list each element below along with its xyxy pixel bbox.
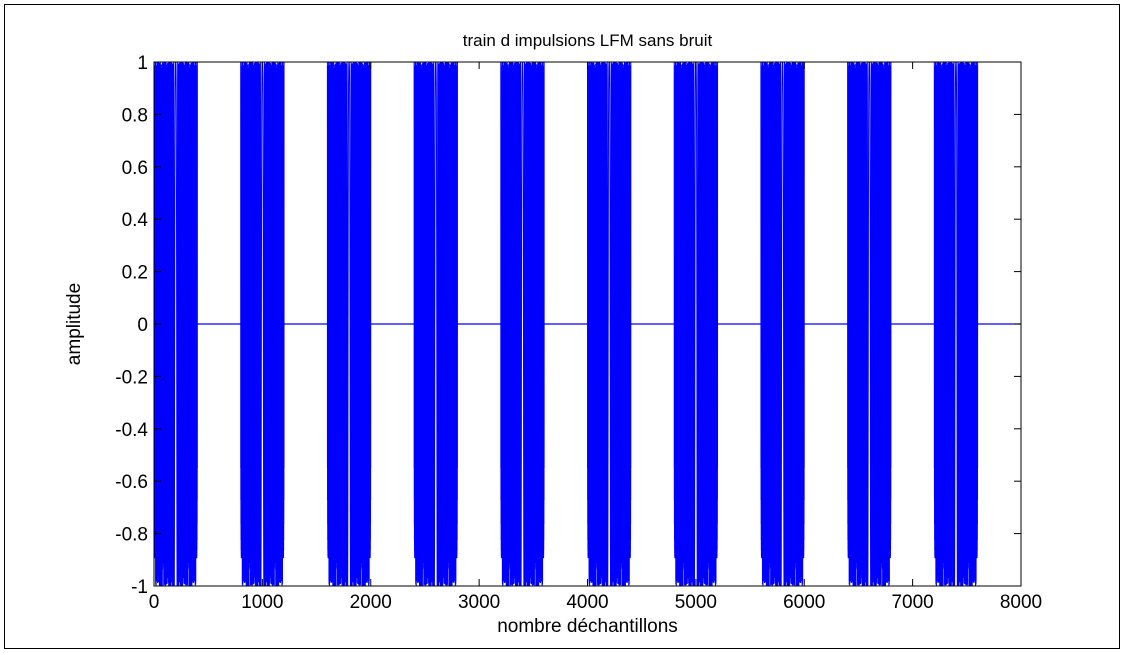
lfm-pulse-trace xyxy=(673,62,719,586)
lfm-pulse xyxy=(933,62,979,586)
lfm-pulse-trace xyxy=(240,62,285,586)
lfm-pulse xyxy=(240,62,285,586)
x-tick-label: 7000 xyxy=(891,592,933,613)
y-axis-title: amplitude xyxy=(64,283,85,365)
lfm-pulse xyxy=(413,62,458,586)
x-axis-title: nombre déchantillons xyxy=(497,616,678,637)
ticks-layer: 0 1000 2000 3000 4000 5000 6000 7000 8000 -1 -0.8 -… xyxy=(115,53,1042,613)
x-tick-label: 2000 xyxy=(350,592,392,613)
y-tick-label: -0.4 xyxy=(115,420,148,441)
y-tick-label: 0.4 xyxy=(122,210,149,231)
y-tick-label: -0.8 xyxy=(115,525,148,546)
lfm-pulse xyxy=(587,62,632,586)
y-tick-label: 0.8 xyxy=(122,105,148,126)
x-tick-label: 4000 xyxy=(566,592,608,613)
lfm-pulse xyxy=(500,62,545,586)
lfm-pulse xyxy=(326,62,372,586)
y-tick-label: -0.2 xyxy=(115,367,148,388)
lfm-pulse-trace xyxy=(413,62,458,586)
x-tick-label: 0 xyxy=(149,592,160,613)
figure-frame xyxy=(4,4,1120,649)
lfm-pulse-trace xyxy=(933,62,979,586)
y-tick-label: -1 xyxy=(131,577,148,598)
x-tick-label: 1000 xyxy=(241,592,283,613)
lfm-pulse-trace xyxy=(154,62,198,586)
chart-title: train d impulsions LFM sans bruit xyxy=(463,31,713,50)
lfm-pulse xyxy=(847,62,892,586)
y-tick-label: 0 xyxy=(137,315,148,336)
lfm-pulse-trace xyxy=(760,62,805,586)
y-tick-label: -0.6 xyxy=(115,472,148,493)
y-tick-label: 1 xyxy=(137,53,148,74)
x-tick-label: 6000 xyxy=(783,592,825,613)
x-tick-label: 5000 xyxy=(675,592,717,613)
lfm-pulse-trace xyxy=(847,62,892,586)
lfm-pulse-trace xyxy=(500,62,545,586)
x-tick-label: 8000 xyxy=(1000,592,1042,613)
lfm-pulse-trace xyxy=(587,62,632,586)
y-tick-label: 0.6 xyxy=(122,158,148,179)
lfm-pulse xyxy=(673,62,719,586)
lfm-pulse xyxy=(154,62,198,586)
y-tick-label: 0.2 xyxy=(122,263,148,284)
series-layer xyxy=(154,62,1021,586)
lfm-pulse-trace xyxy=(326,62,372,586)
x-tick-label: 3000 xyxy=(458,592,500,613)
lfm-pulse xyxy=(760,62,805,586)
